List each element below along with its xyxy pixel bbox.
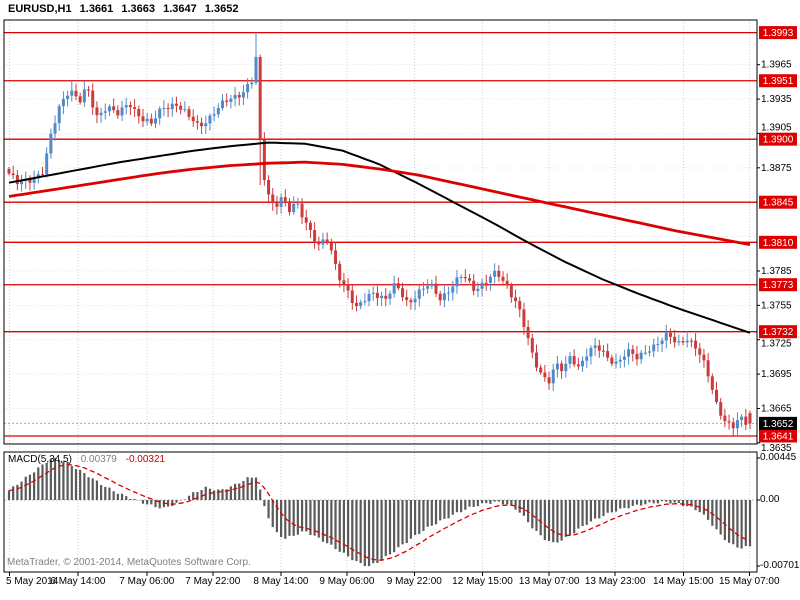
time-axis-label: 15 May 07:00 [718, 576, 780, 587]
svg-text:1.3773: 1.3773 [763, 280, 794, 291]
svg-text:1.3845: 1.3845 [763, 198, 794, 209]
price-axis: 1.3965 1.3935 1.3905 1.3875 1.3785 1.3755 1.37… [757, 26, 797, 454]
svg-text:1.3652: 1.3652 [763, 419, 794, 430]
ma-black-line [8, 141, 751, 334]
macd-main-value: 0.00379 [80, 454, 117, 465]
macd-histogram [7, 457, 752, 567]
chart-quote-label: EURUSD,H1 1.3661 1.3663 1.3647 1.3652 [8, 3, 243, 15]
price-level-badge: 1.3951 [759, 74, 797, 88]
ma-red-line [8, 160, 751, 246]
current-price-badge: 1.3652 [759, 416, 797, 430]
time-axis-label: 14 May 15:00 [652, 576, 714, 587]
svg-text:1.3951: 1.3951 [763, 76, 794, 87]
price-tick-label: 1.3905 [761, 123, 792, 134]
time-axis-label: 13 May 07:00 [518, 576, 580, 587]
time-axis-label: 7 May 06:00 [119, 576, 175, 587]
price-tick-label: 1.3965 [761, 60, 792, 71]
price-level-badge: 1.3900 [759, 132, 797, 146]
time-axis-label: 5 May 2014 [6, 576, 59, 587]
pane-borders [3, 19, 760, 576]
macd-scale-zero: 0.00 [760, 494, 780, 505]
time-axis-label: 9 May 22:00 [386, 576, 442, 587]
price-tick-label: 1.3785 [761, 266, 792, 277]
price-level-badge: 1.3641 [759, 429, 797, 443]
time-axis-label: 12 May 15:00 [452, 576, 513, 587]
price-tick-label: 1.3875 [761, 163, 792, 174]
quote-high: 1.3663 [121, 3, 156, 15]
svg-text:1.3732: 1.3732 [763, 327, 794, 338]
svg-text:1.3900: 1.3900 [763, 135, 794, 146]
macd-signal-line [8, 464, 751, 561]
price-tick-label: 1.3755 [761, 300, 792, 311]
svg-text:1.3810: 1.3810 [763, 238, 794, 249]
svg-text:1.3641: 1.3641 [763, 431, 794, 442]
time-axis-label: 8 May 14:00 [253, 576, 309, 587]
macd-signal-value: -0.00321 [125, 454, 166, 465]
price-level-badge: 1.3993 [759, 26, 797, 40]
support-resistance-lines[interactable] [4, 31, 757, 437]
time-axis-label: 6 May 14:00 [50, 576, 106, 587]
price-tick-label: 1.3635 [761, 443, 792, 454]
macd-name: MACD(5,34,5) [8, 454, 72, 465]
macd-scale-max: 0.00445 [760, 452, 797, 463]
time-axis-label: 13 May 23:00 [584, 576, 646, 587]
time-axis-label: 9 May 06:00 [319, 576, 375, 587]
quote-low: 1.3647 [163, 3, 197, 15]
symbol-timeframe-label: EURUSD,H1 [8, 3, 72, 15]
macd-indicator-label: MACD(5,34,5) 0.00379 -0.00321 [8, 454, 165, 465]
time-axis: 5 May 2014 6 May 14:00 7 May 06:00 7 May 22… [0, 576, 800, 594]
price-tick-label: 1.3695 [761, 369, 792, 380]
copyright-label: MetaTrader, © 2001-2014, MetaQuotes Soft… [7, 557, 251, 568]
quote-open: 1.3661 [79, 3, 114, 15]
svg-text:1.3993: 1.3993 [763, 28, 794, 39]
price-tick-label: 1.3665 [761, 403, 792, 414]
price-tick-label: 1.3935 [761, 94, 792, 105]
price-level-badge: 1.3732 [759, 325, 797, 339]
price-level-badge: 1.3773 [759, 278, 797, 292]
price-level-badge: 1.3810 [759, 235, 797, 249]
time-axis-label: 7 May 22:00 [185, 576, 241, 587]
quote-close: 1.3652 [204, 3, 239, 15]
price-tick-label: 1.3725 [761, 339, 792, 350]
candlesticks [7, 32, 752, 437]
price-level-badge: 1.3845 [759, 195, 797, 209]
macd-scale-min: -0.00701 [760, 560, 800, 571]
